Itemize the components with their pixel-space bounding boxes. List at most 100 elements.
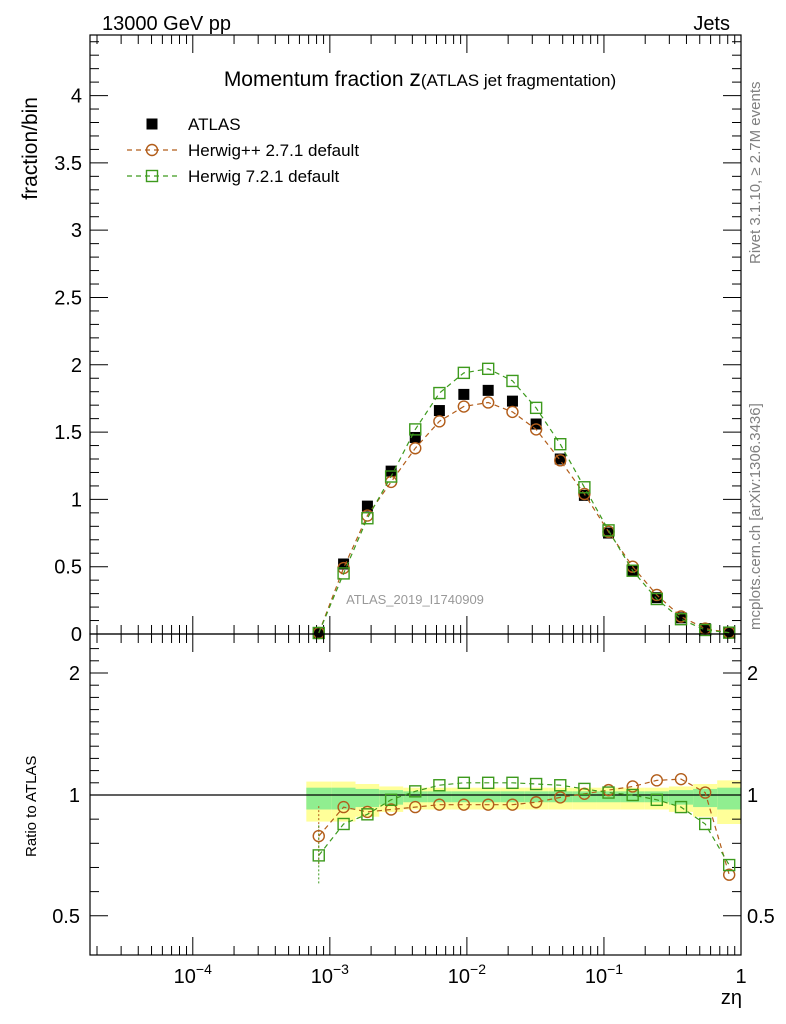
mcplots-reference-label: mcplots.cern.ch [arXiv:1306.3436] <box>747 403 764 630</box>
main-series-2-point <box>529 401 543 415</box>
main-y-tick-label: 3.5 <box>54 153 82 175</box>
x-tick-label-exponent: −3 <box>333 961 349 977</box>
ratio-y-tick-label-right: 1 <box>747 785 758 807</box>
x-tick-label-base: 10 <box>174 966 196 988</box>
legend: ATLAS Herwig++ 2.7.1 default Herwig 7.2.1 … <box>127 115 359 186</box>
x-tick-label-exponent: −1 <box>607 961 623 977</box>
x-tick-label-base: 10 <box>585 966 607 988</box>
main-series-0-point <box>699 623 711 635</box>
ratio-series-1-point <box>361 808 374 821</box>
analysis-watermark: ATLAS_2019_I1740909 <box>346 592 484 607</box>
main-series-2-point <box>361 512 374 525</box>
ratio-y-tick-label-right: 0.5 <box>747 906 775 928</box>
header-energy-label: 13000 GeV pp <box>102 13 231 35</box>
ratio-series-0-point <box>337 800 350 814</box>
legend-label: Herwig 7.2.1 default <box>188 167 339 186</box>
ratio-series-0-point <box>554 791 567 804</box>
main-axis-ticks: 0 0.5 1 1.5 2 2.5 3 3.5 4 <box>54 35 742 646</box>
ratio-band-inner <box>427 791 452 803</box>
main-y-tick-label: 2.5 <box>54 287 82 309</box>
ratio-series-0-line <box>318 778 730 875</box>
ratio-series-1-point <box>384 793 398 807</box>
x-tick-label-exponent: −2 <box>470 961 486 977</box>
main-series-2-point <box>409 423 422 436</box>
main-y-tick-label: 1 <box>71 489 82 511</box>
ratio-series-1-point <box>506 776 519 789</box>
main-series-1-point <box>481 396 495 409</box>
main-series-0-point <box>651 592 663 604</box>
main-series-2-point <box>481 362 495 376</box>
main-y-tick-label: 3 <box>71 220 82 242</box>
main-series-2-point <box>384 470 398 483</box>
ratio-series-0-point <box>312 829 325 843</box>
main-series-0-point <box>313 627 325 639</box>
ratio-y-axis-label: Ratio to ATLAS <box>23 756 40 857</box>
ratio-series-1-point <box>481 776 495 789</box>
plot-title: Momentum fraction z(ATLAS jet fragmentat… <box>224 65 616 91</box>
ratio-y-tick-label: 1 <box>69 785 80 807</box>
main-series-1-point <box>554 454 567 467</box>
main-series-2-point <box>312 626 325 640</box>
ratio-band-inner <box>668 790 694 805</box>
main-series-0-point <box>482 384 494 396</box>
main-series-0-point <box>603 527 615 539</box>
ratio-band-inner <box>572 791 597 803</box>
main-series-2-point <box>433 386 446 400</box>
ratio-series-1-point <box>457 776 471 789</box>
ratio-band-inner <box>451 791 477 803</box>
ratio-series-1-point <box>602 786 615 799</box>
ratio-series-1-point <box>578 782 591 796</box>
main-series-0-point <box>506 395 518 407</box>
main-series-2-point <box>554 438 567 451</box>
ratio-series-1-point <box>626 788 639 802</box>
main-series-2-point <box>650 592 663 606</box>
main-series-0-point <box>554 453 566 465</box>
ratio-band-inner <box>620 791 645 803</box>
x-tick-label: 10−2 <box>448 961 486 988</box>
x-tick-label-exponent: −4 <box>196 961 212 977</box>
main-series-0-point <box>578 489 590 501</box>
x-tick-label-base: 10 <box>448 966 470 988</box>
ratio-data-marks <box>312 772 736 886</box>
ratio-band-inner <box>331 787 356 810</box>
main-series-0-point <box>338 558 350 570</box>
x-axis-label: zη <box>721 987 742 1009</box>
ratio-series-0-point <box>698 786 712 799</box>
main-series-0-point <box>409 431 421 443</box>
header-process-label: Jets <box>693 13 730 35</box>
ratio-series-0-point <box>626 780 639 793</box>
ratio-axis-ticks: 0.5 0.51 12 210−4 10−3 10−2 10−1 1 <box>52 634 775 988</box>
main-series-1-point <box>506 405 519 419</box>
x-tick-label: 10−4 <box>174 961 212 988</box>
main-series-0-point <box>458 388 470 400</box>
main-y-tick-label: 2 <box>71 355 82 377</box>
main-y-axis-label: fraction/bin <box>19 97 42 200</box>
x-tick-label: 10−3 <box>311 961 349 988</box>
main-series-2-point <box>698 623 712 637</box>
ratio-series-0-point <box>409 800 422 814</box>
ratio-series-0-point <box>529 796 543 809</box>
ratio-series-1-point <box>337 817 350 831</box>
main-series-0-point <box>675 612 687 624</box>
main-y-tick-label: 0.5 <box>54 557 82 579</box>
main-series-2-point <box>626 564 639 577</box>
ratio-series-1-point <box>433 779 446 792</box>
ratio-series-0-point <box>674 772 688 786</box>
plot-title-main: Momentum fraction <box>224 68 410 91</box>
main-series-2-point <box>506 374 519 388</box>
main-data-marks <box>312 362 736 640</box>
main-series-2-line <box>318 368 730 634</box>
main-plot-panel: 0 0.5 1 1.5 2 2.5 3 3.5 4 Momentum fraction z(AT… <box>19 34 742 646</box>
legend-label: Herwig++ 2.7.1 default <box>188 141 359 160</box>
main-series-2-point <box>337 567 350 580</box>
main-series-1-point <box>433 415 446 428</box>
main-y-tick-label: 4 <box>71 86 82 108</box>
main-series-1-point <box>529 423 543 436</box>
legend-marker <box>145 169 159 183</box>
plot-title-z: z <box>409 65 421 91</box>
ratio-band-inner <box>596 791 621 803</box>
legend-label: ATLAS <box>188 115 241 134</box>
x-tick-label: 1 <box>735 966 746 988</box>
ratio-series-0-point <box>650 774 663 787</box>
ratio-series-0-point <box>457 798 471 811</box>
